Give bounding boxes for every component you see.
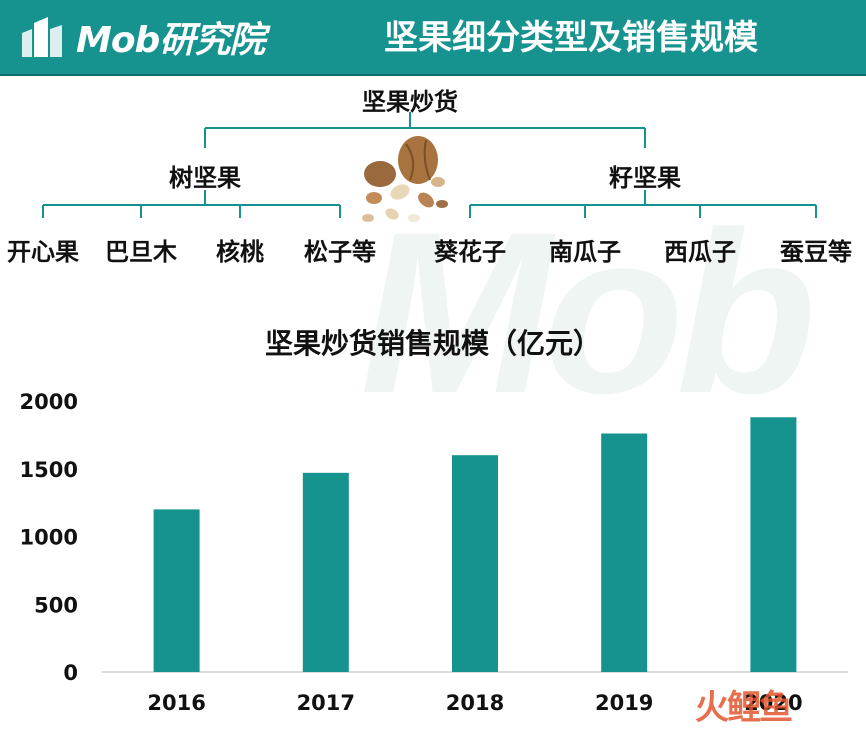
x-tick-label: 2018	[446, 691, 504, 715]
y-tick-label: 0	[63, 661, 78, 685]
bar-2017	[302, 472, 349, 672]
leaf-broad-bean: 蚕豆等	[780, 238, 852, 266]
leaf-pistachio: 开心果	[7, 238, 79, 266]
leaf-walnut: 核桃	[216, 238, 264, 266]
branch-tree-nuts: 树坚果	[169, 164, 241, 192]
y-tick-label: 500	[34, 593, 78, 617]
building-logo-icon	[22, 17, 62, 57]
y-tick-label: 2000	[20, 390, 78, 414]
tree-root: 坚果炒货	[362, 88, 458, 116]
y-tick-label: 1500	[20, 458, 78, 482]
header-divider	[0, 74, 866, 76]
branch-seed-nuts: 籽坚果	[609, 164, 681, 192]
bar-2016	[153, 509, 200, 672]
x-tick-label: 2016	[147, 691, 205, 715]
leaf-sunflower-seed: 葵花子	[434, 238, 506, 266]
category-tree-lines	[42, 112, 817, 218]
logo-text: Mob研究院	[76, 20, 265, 61]
x-tick-label: 2019	[595, 691, 653, 715]
leaf-almond: 巴旦木	[105, 238, 177, 266]
footer-watermark: 火鲤鱼	[695, 688, 793, 728]
page-title: 坚果细分类型及销售规模	[384, 18, 758, 58]
mob-logo: Mob研究院	[18, 8, 265, 66]
bar-2018	[452, 455, 498, 672]
x-tick-label: 2020	[744, 691, 802, 715]
leaf-pine-nut: 松子等	[304, 238, 376, 266]
bar-2019	[601, 433, 648, 672]
leaf-pumpkin-seed: 南瓜子	[549, 238, 621, 266]
chart-title: 坚果炒货销售规模（亿元）	[264, 327, 601, 360]
bar-2020	[750, 417, 797, 672]
leaf-watermelon-seed: 西瓜子	[664, 238, 736, 266]
sales-bar-chart: 0 500 1000 1500 2000 2016 2017 2018 2019 2020	[20, 390, 848, 715]
header-bar: Mob研究院 坚果细分类型及销售规模	[0, 0, 866, 74]
x-tick-label: 2017	[297, 691, 355, 715]
y-tick-label: 1000	[20, 526, 78, 550]
mixed-nuts-image	[362, 136, 448, 222]
